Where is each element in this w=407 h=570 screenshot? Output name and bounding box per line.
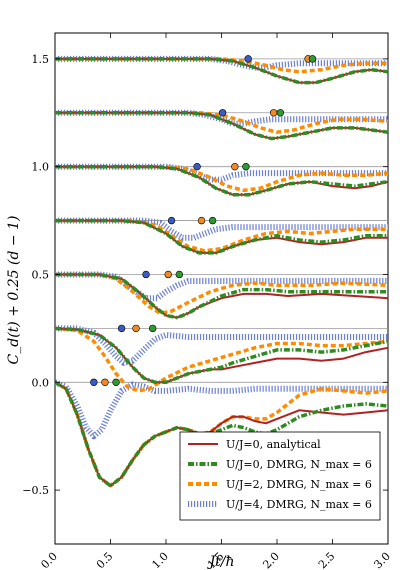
marker-u0-3 [208, 216, 217, 225]
marker-u4-4 [193, 162, 201, 171]
series-0-curve-5 [55, 111, 389, 140]
marker-u0-1 [148, 324, 157, 333]
series-3-curve-6 [55, 55, 388, 71]
marker-u4-3 [167, 216, 176, 225]
marker-u4-1 [117, 324, 126, 333]
series-1-curve-2 [55, 272, 388, 320]
marker-u4-2 [142, 270, 150, 279]
series-1-curve-4 [55, 164, 389, 197]
legend-label-u0-analytical: U/J=0, analytical [226, 438, 321, 451]
y-axis-ticks: −0.5 0.0 0.5 1.0 1.5 [22, 53, 388, 497]
series-0-curve-3 [55, 219, 388, 254]
marker-u0-4 [242, 162, 250, 171]
legend-box [179, 431, 381, 521]
marker-u2-4 [231, 162, 239, 171]
series-1-curve-3 [55, 218, 388, 255]
x-tick-label-1: 0.5 [94, 550, 116, 570]
marker-u0-6 [308, 55, 317, 63]
y-tick-label-4: 1.5 [32, 53, 50, 66]
marker-u0-5 [276, 109, 285, 117]
marker-u2-5 [269, 109, 278, 117]
marker-u2-1 [132, 324, 140, 333]
series-2-curve-1 [54, 326, 389, 393]
y-tick-label-0: −0.5 [22, 484, 49, 497]
marker-u2-3 [197, 216, 206, 225]
marker-u4-5 [218, 109, 227, 117]
x-tick-label-0: 0.0 [38, 550, 60, 570]
x-axis-label: Jt/ħ [207, 554, 235, 570]
series-2-curve-3 [55, 218, 388, 253]
series-3-curve-2 [55, 271, 388, 302]
legend-label-u0-dmrg: U/J=0, DMRG, N_max = 6 [226, 458, 372, 471]
series-3-curve-3 [55, 217, 388, 241]
legend: U/J=0, analytical U/J=0, DMRG, N_max = 6… [179, 431, 381, 521]
y-axis-label: C_d(t) + 0.25 (d − 1) [6, 216, 22, 365]
marker-u4-0 [90, 378, 98, 386]
marker-layer [90, 55, 317, 386]
series-1-curve-6 [55, 57, 389, 85]
legend-label-u2-dmrg: U/J=2, DMRG, N_max = 6 [226, 478, 372, 491]
y-tick-label-1: 0.0 [32, 376, 50, 389]
series-2-curve-4 [55, 164, 389, 193]
series-layer [53, 55, 389, 488]
series-3-curve-0 [53, 379, 388, 440]
series-2-curve-2 [55, 272, 389, 316]
y-tick-label-3: 1.0 [32, 161, 50, 174]
marker-u0-0 [112, 378, 120, 386]
series-1-curve-0 [54, 380, 389, 488]
x-tick-label-6: 3.0 [371, 550, 393, 570]
series-3-curve-1 [55, 325, 388, 366]
y-tick-label-2: 0.5 [32, 268, 50, 281]
series-1-curve-5 [55, 111, 389, 141]
marker-u4-6 [244, 55, 252, 63]
x-tick-label-2: 1.0 [149, 550, 171, 570]
marker-u2-0 [101, 378, 109, 386]
marker-u2-2 [164, 270, 172, 279]
x-tick-label-5: 2.5 [316, 550, 338, 570]
series-2-curve-5 [55, 111, 389, 134]
series-0-curve-6 [55, 57, 389, 84]
series-1-curve-1 [54, 326, 389, 385]
x-tick-label-4: 2.0 [260, 550, 282, 570]
marker-u0-2 [175, 270, 184, 279]
legend-label-u4-dmrg: U/J=4, DMRG, N_max = 6 [226, 498, 372, 511]
